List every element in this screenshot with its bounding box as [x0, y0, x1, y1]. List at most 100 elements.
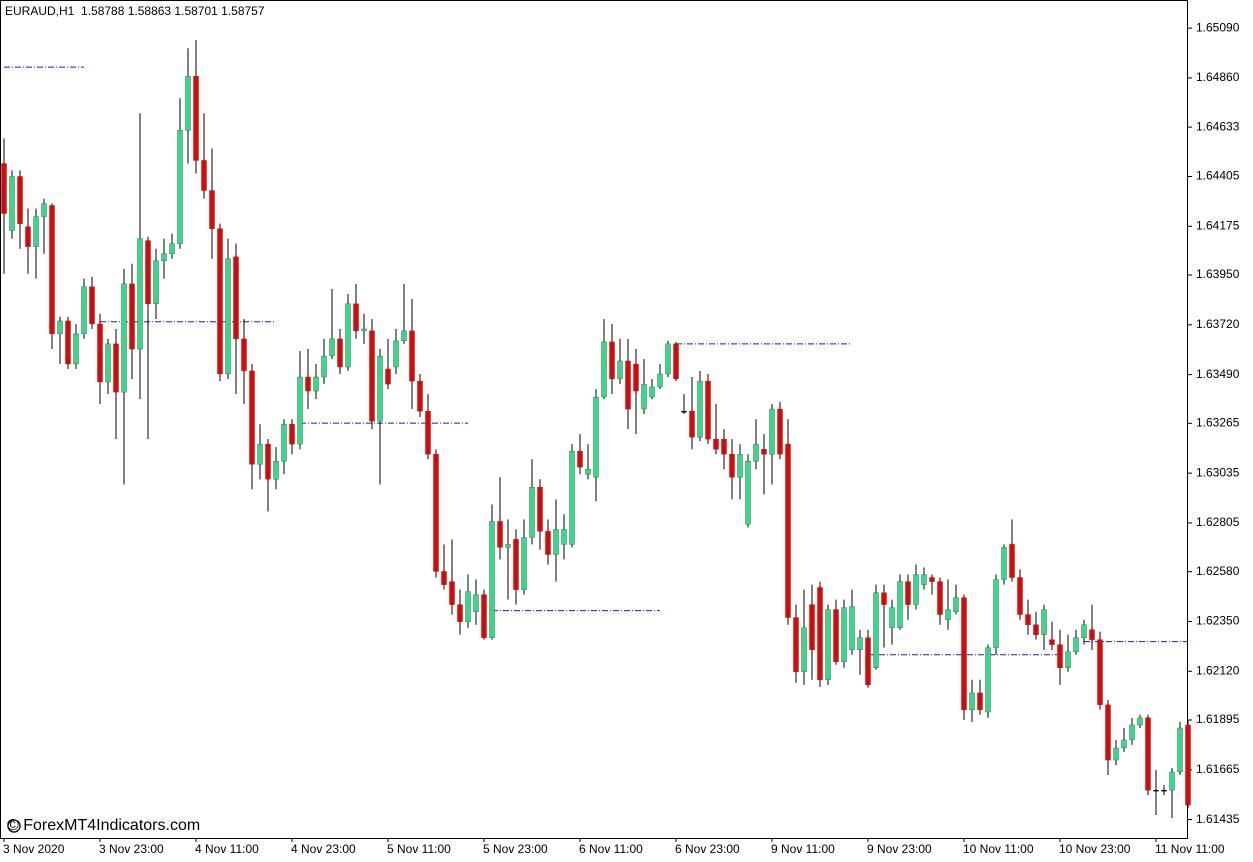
- y-tick-label: 1.63720: [1196, 317, 1240, 331]
- candle-body: [657, 373, 663, 388]
- candle-body: [233, 256, 239, 340]
- candle-body: [849, 606, 855, 651]
- x-tick-label: 4 Nov 11:00: [195, 842, 259, 856]
- y-tick-label: 1.63490: [1196, 367, 1240, 381]
- candle-body: [625, 360, 631, 410]
- candle-body: [729, 454, 735, 478]
- candle-body: [609, 341, 615, 380]
- y-tick-label: 1.63265: [1196, 416, 1240, 430]
- candle-body: [473, 594, 479, 612]
- candle-body: [505, 544, 511, 548]
- candle-body: [25, 226, 31, 247]
- candle-body: [81, 286, 87, 335]
- y-tick-label: 1.62120: [1196, 663, 1240, 677]
- candle-body: [913, 574, 919, 605]
- candle-body: [761, 449, 767, 455]
- candle-body: [521, 537, 527, 590]
- candle-body: [569, 451, 575, 545]
- candle-body: [153, 260, 159, 305]
- candle-body: [49, 205, 55, 335]
- candle-body: [1065, 651, 1071, 669]
- candle-body: [881, 592, 887, 605]
- candle-body: [209, 190, 215, 229]
- y-tick-label: 1.61435: [1196, 812, 1240, 826]
- candle-body: [161, 253, 167, 261]
- candle-body: [9, 176, 15, 231]
- candle-body: [417, 380, 423, 412]
- candle-body: [273, 461, 279, 480]
- candle-body: [129, 283, 135, 350]
- y-tick-label: 1.65090: [1196, 20, 1240, 34]
- candle-body: [65, 320, 71, 365]
- candle-body: [425, 411, 431, 455]
- y-tick-label: 1.64860: [1196, 70, 1240, 84]
- candle-body: [73, 333, 79, 365]
- candle-body: [665, 343, 671, 375]
- candle-body: [1105, 704, 1111, 761]
- candle-body: [1113, 747, 1119, 761]
- candle-body: [225, 258, 231, 375]
- candle-body: [1017, 577, 1023, 615]
- candle-body: [1089, 629, 1095, 640]
- candle-body: [105, 343, 111, 383]
- candle-body: [889, 607, 895, 628]
- candle-body: [545, 531, 551, 555]
- y-tick-label: 1.64405: [1196, 169, 1240, 183]
- candle-body: [817, 587, 823, 680]
- candle-body: [89, 286, 95, 325]
- candle-body: [537, 487, 543, 532]
- candle-body: [529, 487, 535, 538]
- candle-body: [577, 451, 583, 468]
- candle-body: [785, 443, 791, 618]
- candle-body: [825, 609, 831, 680]
- candle-body: [833, 609, 839, 662]
- candle-body: [705, 380, 711, 440]
- candle-body: [345, 303, 351, 368]
- candle-body: [585, 469, 591, 475]
- candle-body: [489, 521, 495, 638]
- candle-body: [697, 380, 703, 438]
- candle-body: [841, 607, 847, 662]
- candle-body: [929, 577, 935, 582]
- x-tick-label: 6 Nov 23:00: [675, 842, 740, 856]
- chart-title: EURAUD,H1 1.58788 1.58863 1.58701 1.5875…: [5, 4, 265, 18]
- candle-body: [561, 529, 567, 545]
- candle-body: [945, 609, 951, 620]
- x-tick-label: 9 Nov 11:00: [771, 842, 835, 856]
- candle-body: [1057, 644, 1063, 669]
- candle-body: [977, 692, 983, 711]
- candle-body: [1177, 727, 1183, 773]
- candle-body: [337, 338, 343, 368]
- candle-body: [1001, 547, 1007, 580]
- candle-body: [1145, 717, 1151, 791]
- x-tick-label: 9 Nov 23:00: [867, 842, 932, 856]
- x-tick-label: 3 Nov 23:00: [99, 842, 164, 856]
- candle-body: [753, 443, 759, 462]
- candle-body: [593, 396, 599, 478]
- candle-body: [457, 604, 463, 622]
- candle-body: [633, 363, 639, 392]
- candle-body: [1081, 624, 1087, 638]
- candle-body: [1137, 717, 1143, 726]
- candle-body: [321, 355, 327, 378]
- candle-body: [793, 617, 799, 672]
- candle-body: [145, 240, 151, 305]
- watermark-icon: [7, 819, 21, 833]
- candle-body: [777, 408, 783, 455]
- candle-body: [689, 411, 695, 438]
- candle-body: [401, 330, 407, 342]
- candle-body: [241, 338, 247, 372]
- candle-body: [433, 454, 439, 572]
- candle-body: [513, 539, 519, 590]
- x-tick-label: 10 Nov 11:00: [963, 842, 1034, 856]
- candle-body: [137, 238, 143, 350]
- candle-body: [953, 597, 959, 612]
- candle-body: [257, 443, 263, 465]
- candle-body: [361, 328, 367, 332]
- candle-body: [553, 529, 559, 555]
- candle-body: [113, 343, 119, 393]
- y-tick-label: 1.61895: [1196, 712, 1240, 726]
- candle-body: [801, 627, 807, 672]
- candle-body: [409, 330, 415, 382]
- candle-body: [969, 692, 975, 711]
